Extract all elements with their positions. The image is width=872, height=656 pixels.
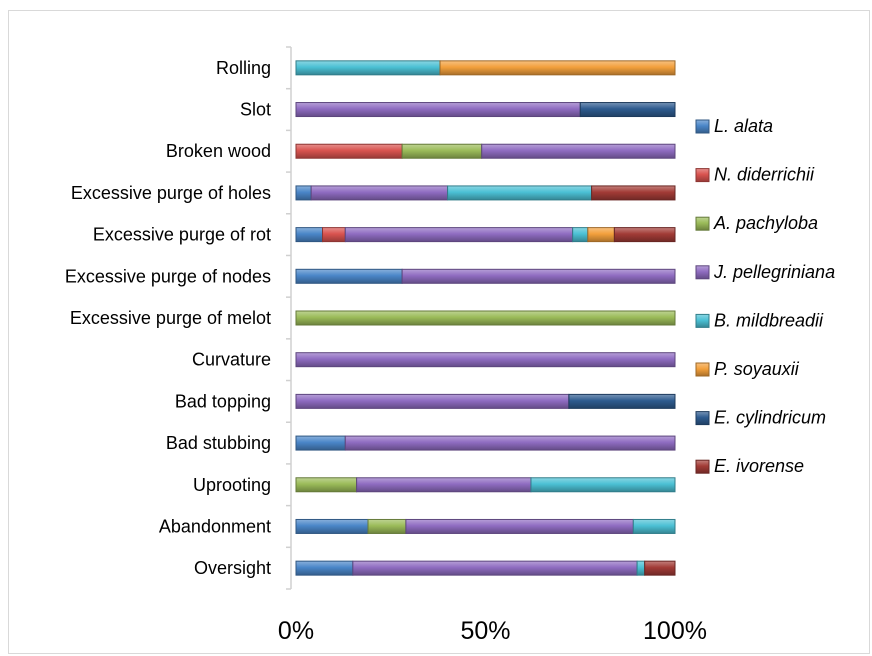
bar-segment [295, 477, 358, 493]
bar-segment [295, 435, 346, 451]
legend-swatch [695, 216, 710, 231]
category-labels: Rolling Slot Broken wood Excessive purge of… [65, 58, 271, 578]
category-label: Excessive purge of melot [70, 308, 271, 328]
bar-segment [295, 352, 676, 368]
legend-swatch [695, 459, 710, 474]
category-label: Abandonment [159, 516, 271, 536]
bar-segment [322, 227, 346, 243]
legend-label: L. alata [714, 116, 773, 136]
bar-segment [447, 185, 593, 201]
category-label: Bad topping [175, 391, 271, 411]
legend-label: A. pachyloba [713, 213, 818, 233]
bar-segment [481, 143, 676, 159]
bar-segment [310, 185, 449, 201]
legend-label: E. cylindricum [714, 408, 826, 428]
legend: L. alata N. diderrichii A. pachyloba J. pel… [695, 116, 835, 476]
legend-label: J. pellegriniana [713, 262, 835, 282]
bar-segment [591, 185, 676, 201]
category-label: Rolling [216, 58, 271, 78]
category-label: Broken wood [166, 141, 271, 161]
legend-swatch [695, 265, 710, 280]
x-tick-label: 0% [278, 617, 314, 645]
bar-segment [295, 560, 354, 576]
chart-svg: Rolling Slot Broken wood Excessive purge of… [65, 46, 835, 645]
legend-label: P. soyauxii [714, 359, 800, 379]
category-label: Bad stubbing [166, 433, 271, 453]
category-label: Slot [240, 100, 271, 120]
legend-swatch [695, 119, 710, 134]
legend-label: E. ivorense [714, 456, 804, 476]
legend-swatch [695, 168, 710, 183]
bar-segment [530, 477, 676, 493]
bar-segment [356, 477, 532, 493]
bar-segment [295, 518, 369, 534]
category-label: Excessive purge of rot [93, 225, 271, 245]
bar-segment [401, 143, 483, 159]
category-label: Curvature [192, 350, 271, 370]
category-label: Oversight [194, 558, 271, 578]
category-label: Excessive purge of nodes [65, 266, 271, 286]
x-tick-label: 100% [643, 617, 707, 645]
bar-segment [367, 518, 407, 534]
bar-segment [295, 102, 581, 118]
bar-segment [568, 393, 676, 409]
category-label: Excessive purge of holes [71, 183, 271, 203]
bar-segment [295, 393, 570, 409]
y-axis-ticks [286, 46, 291, 590]
legend-swatch [695, 313, 710, 328]
legend-label: B. mildbreadii [714, 310, 824, 330]
bar-segment [295, 60, 441, 76]
bar-segment [344, 227, 574, 243]
bar-segment [295, 310, 676, 326]
bar-segment [636, 560, 646, 576]
legend-swatch [695, 362, 710, 377]
legend-label: N. diderrichii [714, 165, 815, 185]
bar-segment [405, 518, 634, 534]
bar-segment [439, 60, 676, 76]
bar-segment [295, 227, 324, 243]
bar-segment [295, 143, 403, 159]
chart-frame: Rolling Slot Broken wood Excessive purge of… [8, 10, 870, 654]
legend-swatch [695, 411, 710, 426]
x-tick-labels: 0% 50% 100% [278, 617, 707, 645]
bar-segment [401, 268, 676, 284]
bar-segment [579, 102, 676, 118]
bar-segment [352, 560, 638, 576]
x-tick-label: 50% [460, 617, 510, 645]
bar-segment [295, 185, 312, 201]
bar-segment [587, 227, 615, 243]
bar-segment [572, 227, 589, 243]
bar-segment [295, 268, 403, 284]
bars [295, 60, 676, 576]
category-label: Uprooting [193, 475, 271, 495]
bar-segment [344, 435, 676, 451]
bar-segment [644, 560, 676, 576]
bar-segment [632, 518, 676, 534]
bar-segment [613, 227, 676, 243]
